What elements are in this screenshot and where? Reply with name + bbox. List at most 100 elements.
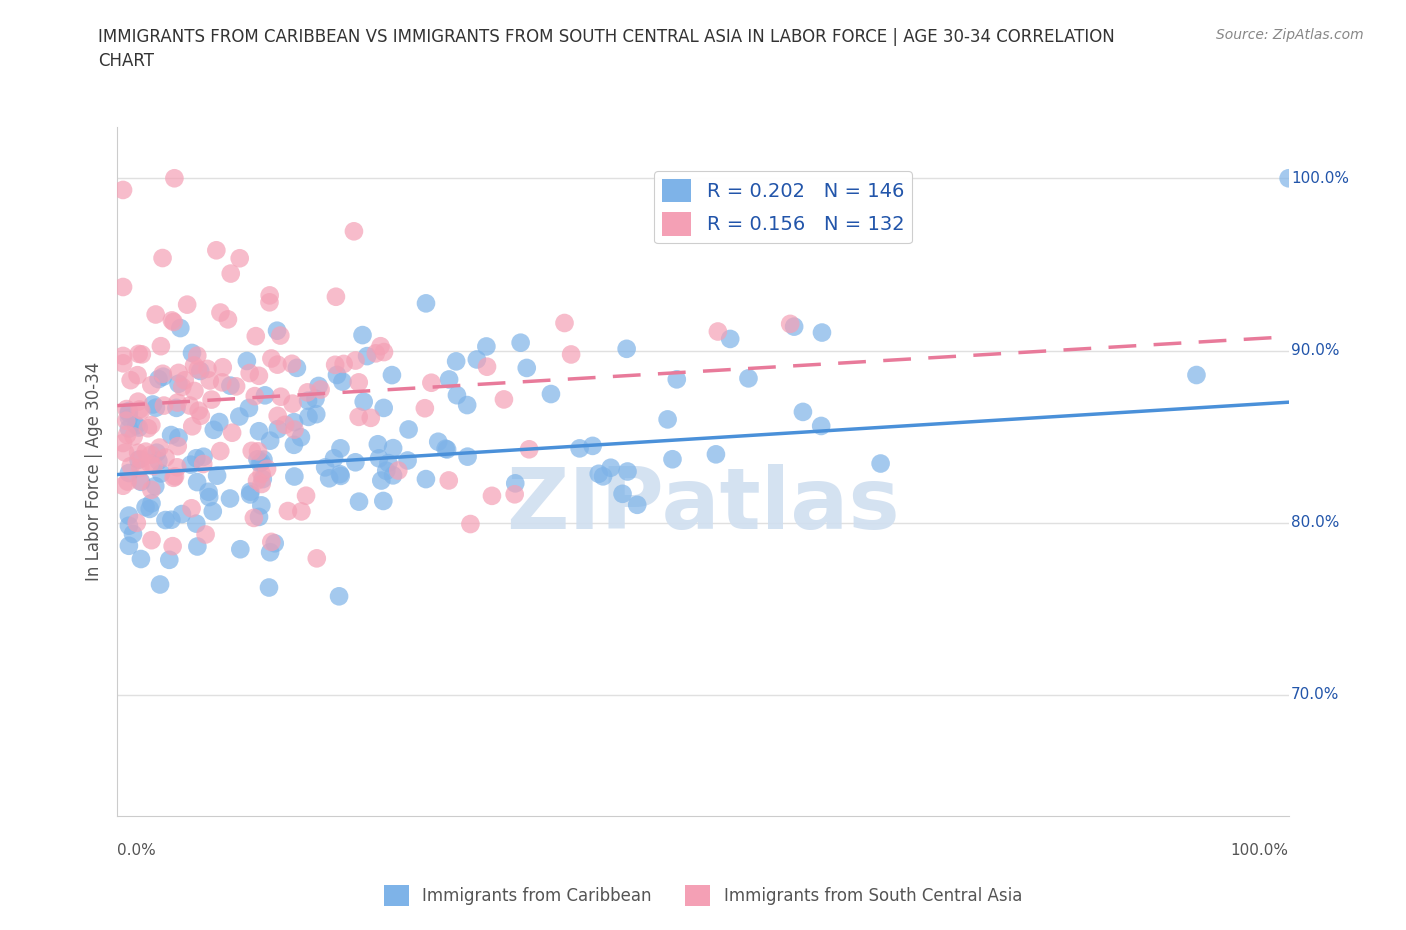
Immigrants from South Central Asia — [325, 289, 347, 304]
Immigrants from Caribbean — [263, 536, 285, 551]
Immigrants from Caribbean — [118, 421, 141, 436]
Immigrants from South Central Asia — [250, 476, 273, 491]
Text: 0.0%: 0.0% — [117, 844, 156, 858]
Immigrants from Caribbean — [138, 501, 160, 516]
Immigrants from Caribbean — [612, 486, 634, 501]
Immigrants from Caribbean — [169, 321, 191, 336]
Immigrants from Caribbean — [167, 377, 190, 392]
Immigrants from South Central Asia — [260, 535, 283, 550]
Immigrants from South Central Asia — [162, 538, 184, 553]
Immigrants from South Central Asia — [183, 358, 205, 373]
Immigrants from Caribbean — [308, 379, 330, 393]
Immigrants from Caribbean — [356, 349, 378, 364]
Immigrants from South Central Asia — [153, 398, 176, 413]
Immigrants from Caribbean — [457, 449, 479, 464]
Immigrants from Caribbean — [155, 512, 177, 527]
Immigrants from Caribbean — [297, 393, 319, 408]
Immigrants from Caribbean — [329, 469, 352, 484]
Immigrants from South Central Asia — [145, 307, 167, 322]
Immigrants from South Central Asia — [122, 429, 145, 444]
Immigrants from South Central Asia — [205, 243, 228, 258]
Immigrants from South Central Asia — [117, 474, 139, 489]
Immigrants from South Central Asia — [141, 418, 163, 432]
Immigrants from South Central Asia — [112, 182, 135, 197]
Immigrants from Caribbean — [370, 473, 392, 488]
Immigrants from South Central Asia — [114, 445, 136, 460]
Immigrants from South Central Asia — [190, 408, 212, 423]
Immigrants from Caribbean — [415, 472, 437, 486]
Immigrants from South Central Asia — [219, 266, 242, 281]
Immigrants from Caribbean — [205, 468, 228, 483]
Immigrants from South Central Asia — [259, 288, 281, 303]
Immigrants from South Central Asia — [343, 224, 366, 239]
Immigrants from South Central Asia — [181, 418, 204, 433]
Immigrants from South Central Asia — [413, 401, 436, 416]
Immigrants from South Central Asia — [187, 404, 209, 418]
Y-axis label: In Labor Force | Age 30-34: In Labor Force | Age 30-34 — [86, 362, 103, 580]
Immigrants from Caribbean — [783, 319, 806, 334]
Immigrants from Caribbean — [118, 405, 141, 420]
Immigrants from Caribbean — [718, 331, 741, 346]
Immigrants from South Central Asia — [129, 403, 152, 418]
Immigrants from Caribbean — [250, 498, 273, 512]
Immigrants from South Central Asia — [155, 450, 177, 465]
Immigrants from Caribbean — [465, 352, 488, 367]
Immigrants from South Central Asia — [347, 375, 370, 390]
Immigrants from Caribbean — [704, 447, 727, 462]
Immigrants from South Central Asia — [129, 452, 152, 467]
Immigrants from Caribbean — [665, 372, 688, 387]
Immigrants from Caribbean — [375, 463, 398, 478]
Immigrants from South Central Asia — [173, 373, 195, 388]
Immigrants from South Central Asia — [149, 339, 172, 353]
Immigrants from Caribbean — [198, 490, 221, 505]
Immigrants from Caribbean — [581, 438, 603, 453]
Immigrants from Caribbean — [143, 479, 166, 494]
Immigrants from Caribbean — [252, 452, 274, 467]
Immigrants from Caribbean — [326, 367, 349, 382]
Immigrants from South Central Asia — [120, 458, 142, 473]
Immigrants from South Central Asia — [492, 392, 515, 406]
Immigrants from Caribbean — [118, 518, 141, 533]
Immigrants from South Central Asia — [194, 527, 217, 542]
Immigrants from South Central Asia — [142, 458, 165, 473]
Immigrants from South Central Asia — [112, 435, 135, 450]
Immigrants from South Central Asia — [127, 394, 149, 409]
Immigrants from South Central Asia — [125, 515, 148, 530]
Immigrants from South Central Asia — [179, 398, 201, 413]
Immigrants from South Central Asia — [128, 347, 150, 362]
Immigrants from South Central Asia — [162, 471, 184, 485]
Immigrants from South Central Asia — [266, 408, 288, 423]
Immigrants from Caribbean — [347, 494, 370, 509]
Immigrants from South Central Asia — [560, 347, 582, 362]
Immigrants from Caribbean — [266, 324, 288, 339]
Text: 70.0%: 70.0% — [1291, 687, 1340, 702]
Immigrants from South Central Asia — [127, 367, 149, 382]
Immigrants from Caribbean — [811, 326, 834, 340]
Immigrants from Caribbean — [128, 420, 150, 435]
Immigrants from Caribbean — [247, 510, 270, 525]
Immigrants from South Central Asia — [290, 504, 312, 519]
Immigrants from Caribbean — [297, 409, 319, 424]
Immigrants from South Central Asia — [256, 461, 278, 476]
Immigrants from South Central Asia — [152, 366, 174, 381]
Immigrants from South Central Asia — [211, 375, 233, 390]
Immigrants from Caribbean — [149, 577, 172, 591]
Immigrants from Caribbean — [145, 400, 167, 415]
Immigrants from Caribbean — [382, 441, 405, 456]
Immigrants from Caribbean — [148, 372, 170, 387]
Immigrants from Caribbean — [305, 406, 328, 421]
Immigrants from Caribbean — [792, 405, 814, 419]
Immigrants from Caribbean — [125, 418, 148, 432]
Immigrants from South Central Asia — [281, 396, 304, 411]
Legend: Immigrants from Caribbean, Immigrants from South Central Asia: Immigrants from Caribbean, Immigrants fr… — [377, 879, 1029, 912]
Immigrants from Caribbean — [373, 494, 395, 509]
Immigrants from South Central Asia — [295, 488, 318, 503]
Immigrants from South Central Asia — [297, 385, 319, 400]
Immigrants from South Central Asia — [115, 428, 138, 443]
Immigrants from South Central Asia — [247, 368, 270, 383]
Immigrants from Caribbean — [396, 453, 419, 468]
Text: IMMIGRANTS FROM CARIBBEAN VS IMMIGRANTS FROM SOUTH CENTRAL ASIA IN LABOR FORCE |: IMMIGRANTS FROM CARIBBEAN VS IMMIGRANTS … — [98, 28, 1115, 70]
Immigrants from Caribbean — [737, 371, 759, 386]
Immigrants from South Central Asia — [344, 353, 367, 368]
Immigrants from South Central Asia — [250, 467, 273, 482]
